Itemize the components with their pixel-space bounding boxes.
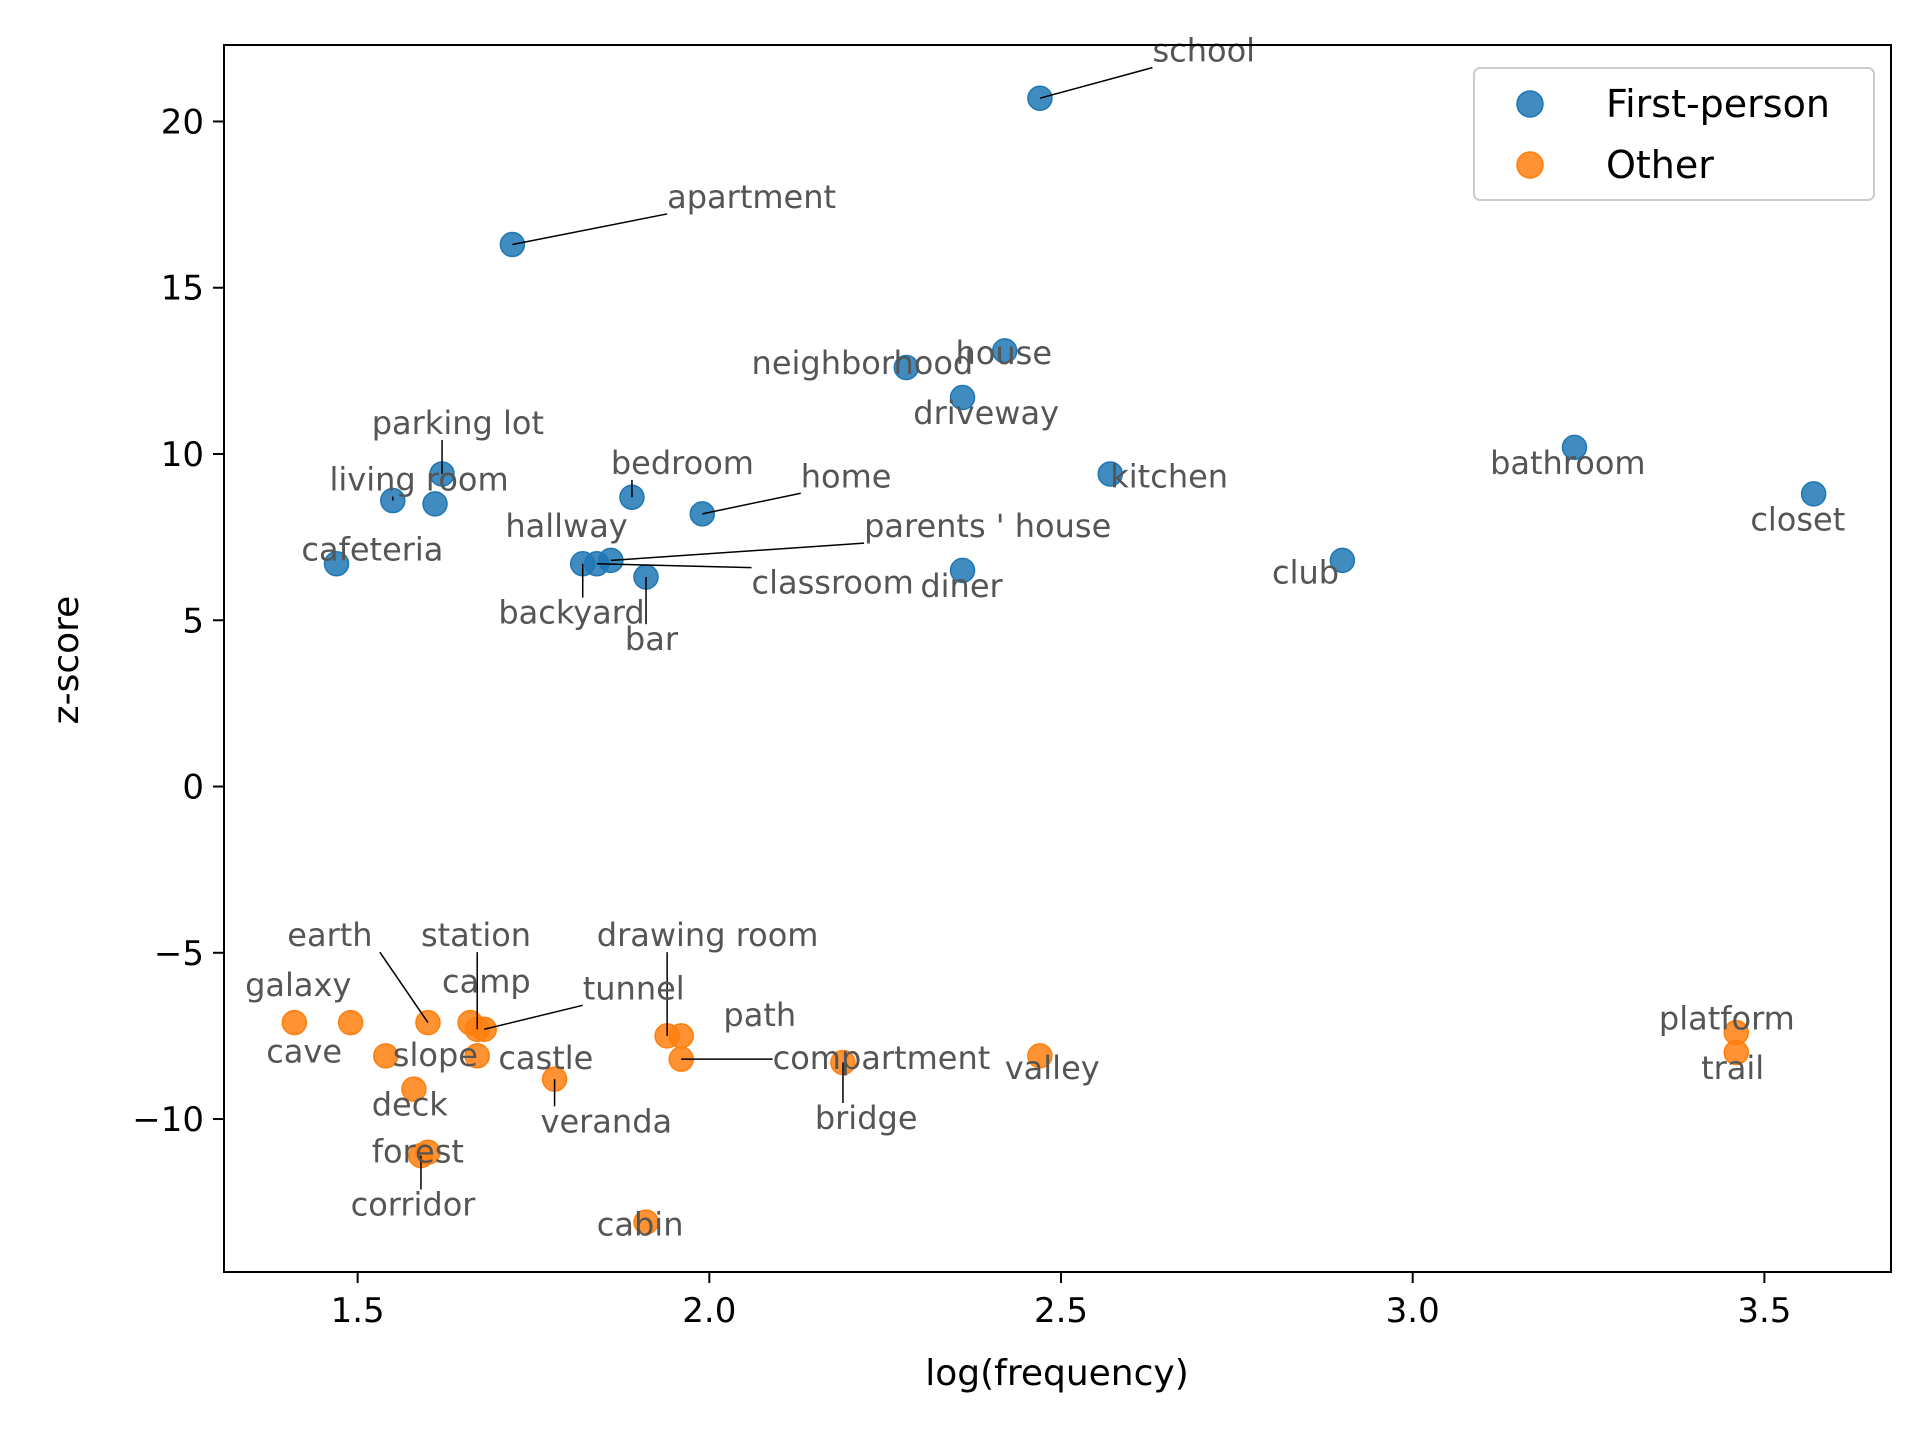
- leader-classroom: [596, 562, 752, 569]
- x-axis-title: log(frequency): [925, 1353, 1189, 1394]
- legend-marker-other: [1516, 151, 1544, 179]
- y-tick-label: 20: [161, 102, 204, 142]
- label-classroom: classroom: [752, 564, 914, 602]
- y-tick-label: 0: [182, 768, 204, 808]
- y-tick-label: 5: [182, 601, 204, 641]
- label-platform: platform: [1659, 999, 1795, 1037]
- point-neighborhood: [893, 354, 920, 381]
- point-kitchen: [1097, 461, 1124, 487]
- leader-home: [702, 492, 801, 515]
- label-bridge: bridge: [815, 1099, 918, 1137]
- point-house: [991, 338, 1018, 364]
- leader-parents-house: [610, 542, 865, 562]
- leader-tunnel: [484, 1004, 583, 1030]
- label-diner: diner: [920, 567, 1003, 605]
- label-school: school: [1152, 32, 1255, 70]
- point-bathroom: [1561, 434, 1588, 461]
- point-diner: [949, 557, 976, 584]
- point-cafeteria: [323, 550, 350, 577]
- label-leader-lines: [379, 66, 1153, 1190]
- label-veranda: veranda: [541, 1102, 673, 1140]
- label-earth: earth: [287, 916, 372, 954]
- point-galaxy: [281, 1009, 308, 1036]
- legend-label-other: Other: [1606, 143, 1714, 187]
- label-parking-lot: parking lot: [372, 404, 544, 442]
- label-apartment: apartment: [667, 178, 836, 216]
- label-living-room: living room: [330, 461, 509, 499]
- leader-apartment: [512, 213, 668, 246]
- label-hallway: hallway: [505, 507, 627, 545]
- label-kitchen: kitchen: [1110, 457, 1228, 495]
- leader-earth: [379, 951, 429, 1024]
- y-tick-label: 15: [161, 269, 204, 309]
- legend-box: [1473, 67, 1875, 201]
- label-compartment: compartment: [773, 1039, 991, 1077]
- leader-school: [1039, 66, 1153, 99]
- label-driveway: driveway: [913, 394, 1059, 432]
- point-slope: [373, 1043, 399, 1069]
- point-cave: [337, 1009, 364, 1036]
- label-bedroom: bedroom: [611, 444, 754, 482]
- point-apartment: [499, 231, 526, 258]
- label-bar: bar: [625, 620, 679, 658]
- label-home: home: [801, 457, 892, 495]
- y-tick-label: 10: [161, 435, 204, 475]
- label-backyard: backyard: [498, 594, 644, 632]
- x-tick-label: 1.5: [331, 1291, 385, 1331]
- label-path: path: [723, 996, 796, 1034]
- point-hallway: [422, 491, 448, 517]
- label-deck: deck: [372, 1086, 449, 1124]
- label-corridor: corridor: [351, 1185, 477, 1223]
- point-castle: [464, 1043, 490, 1069]
- y-tick-label: −10: [132, 1100, 204, 1140]
- point-path: [668, 1023, 694, 1049]
- x-tick-label: 3.5: [1737, 1291, 1791, 1331]
- label-trail: trail: [1701, 1049, 1764, 1087]
- label-castle: castle: [498, 1039, 593, 1077]
- legend-marker-first-person: [1516, 90, 1544, 118]
- label-slope: slope: [393, 1036, 478, 1074]
- y-axis-title: z-score: [46, 596, 87, 725]
- point-deck: [401, 1076, 427, 1102]
- y-axis-ticks: −10 −5 0 5 10 15 20: [132, 102, 224, 1140]
- point-cabin: [633, 1209, 659, 1235]
- label-cafeteria: cafeteria: [301, 530, 443, 568]
- label-forest: forest: [372, 1132, 464, 1170]
- label-camp: camp: [442, 963, 531, 1001]
- x-tick-label: 2.5: [1034, 1291, 1088, 1331]
- point-driveway: [949, 384, 976, 411]
- point-valley: [1027, 1043, 1053, 1069]
- label-station: station: [421, 916, 531, 954]
- x-axis-ticks: 1.5 2.0 2.5 3.0 3.5: [331, 1272, 1791, 1331]
- label-valley: valley: [1005, 1049, 1100, 1087]
- label-cave: cave: [266, 1033, 342, 1071]
- point-club: [1329, 547, 1356, 574]
- plot-area-frame: [223, 44, 1892, 1273]
- label-drawing-room: drawing room: [597, 916, 819, 954]
- label-bathroom: bathroom: [1490, 444, 1646, 482]
- x-tick-label: 2.0: [682, 1291, 736, 1331]
- label-parents-house: parents ' house: [864, 507, 1111, 545]
- label-club: club: [1272, 554, 1339, 592]
- label-house: house: [956, 334, 1052, 372]
- point-trail: [1723, 1039, 1750, 1066]
- y-tick-label: −5: [154, 934, 204, 974]
- label-neighborhood: neighborhood: [752, 344, 974, 382]
- label-closet: closet: [1750, 500, 1845, 538]
- label-cabin: cabin: [597, 1205, 684, 1243]
- point-closet: [1800, 481, 1827, 507]
- legend: First-person Other: [1473, 67, 1875, 201]
- legend-label-first-person: First-person: [1606, 82, 1830, 126]
- label-tunnel: tunnel: [583, 969, 685, 1007]
- label-galaxy: galaxy: [245, 966, 351, 1004]
- x-tick-label: 3.0: [1386, 1291, 1440, 1331]
